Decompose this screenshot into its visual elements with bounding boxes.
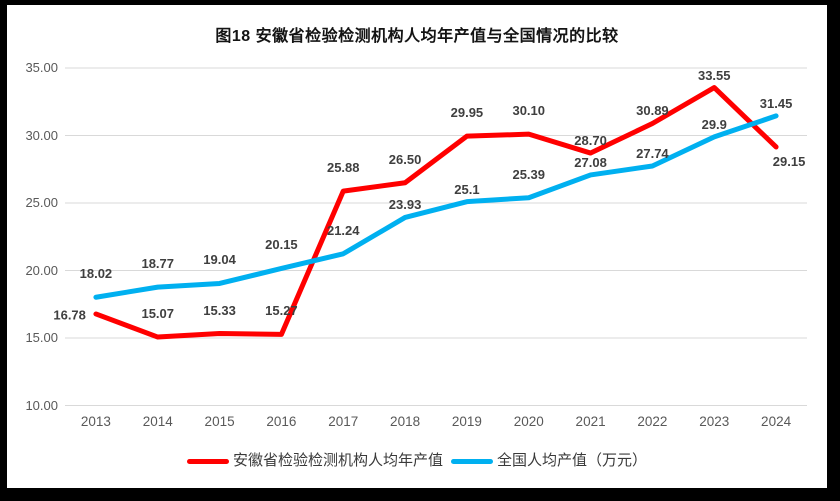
data-label: 18.02 [79, 266, 113, 282]
legend-item-national: 全国人均产值（万元） [451, 452, 647, 470]
data-label: 21.24 [326, 222, 360, 238]
x-axis-label: 2014 [142, 414, 173, 429]
data-label: 15.27 [265, 303, 298, 319]
national-series-line [93, 113, 779, 300]
y-axis-label: 25.00 [25, 195, 58, 210]
data-label: 27.08 [574, 154, 607, 170]
legend-swatch-red-line [186, 458, 229, 464]
x-axis-label: 2015 [204, 414, 235, 429]
data-label: 25.88 [326, 160, 360, 176]
data-label: 30.10 [512, 103, 546, 119]
x-axis-label: 2020 [513, 414, 544, 429]
data-label: 18.77 [141, 256, 175, 272]
data-label: 26.50 [388, 151, 422, 167]
legend-item-anhui: 安徽省检验检测机构人均年产值 [186, 452, 443, 470]
data-label: 19.04 [203, 252, 236, 268]
x-axis-label: 2017 [328, 414, 359, 429]
x-axis-label: 2024 [761, 414, 792, 429]
y-axis-label: 20.00 [25, 262, 58, 278]
data-label: 20.15 [265, 237, 298, 253]
x-axis-label: 2023 [699, 414, 730, 429]
data-label: 29.15 [772, 153, 806, 169]
x-axis-label: 2019 [451, 414, 482, 429]
data-label: 25.39 [512, 166, 546, 182]
data-label: 27.74 [636, 146, 669, 161]
chart-title: 图18 安徽省检验检测机构人均年产值与全国情况的比较 [215, 28, 619, 45]
y-axis-label: 10.00 [25, 397, 58, 413]
data-label: 28.70 [574, 133, 607, 149]
x-axis-label: 2021 [575, 414, 606, 429]
data-label: 31.45 [759, 95, 793, 111]
legend-swatch-blue-line [451, 458, 493, 464]
data-label: 29.9 [701, 116, 727, 132]
legend-label-national: 全国人均产值（万元） [497, 452, 648, 469]
data-label: 16.78 [53, 307, 86, 323]
y-axis-label: 30.00 [25, 127, 58, 143]
x-axis-label: 2016 [266, 414, 297, 429]
legend-label-anhui: 安徽省检验检测机构人均年产值 [232, 452, 443, 469]
data-label: 25.1 [454, 181, 480, 197]
data-label: 15.07 [141, 306, 175, 322]
legend: 安徽省检验检测机构人均年产值 全国人均产值（万元） [7, 452, 827, 470]
data-label: 15.33 [203, 302, 236, 318]
data-label: 30.89 [636, 103, 669, 119]
y-axis-label: 35.00 [25, 60, 58, 75]
data-label: 33.55 [697, 67, 731, 83]
data-label: 29.95 [450, 105, 484, 121]
y-axis-label: 15.00 [25, 330, 58, 345]
data-label: 23.93 [388, 197, 422, 213]
x-axis-label: 2022 [637, 414, 668, 429]
x-axis-label: 2013 [80, 414, 111, 429]
chart-page [7, 5, 827, 488]
x-axis-label: 2018 [390, 414, 421, 429]
anhui-series-line [93, 85, 779, 340]
